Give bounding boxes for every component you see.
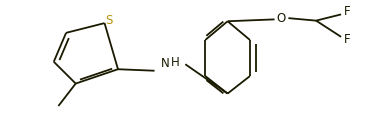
Text: H: H <box>171 56 180 70</box>
Text: F: F <box>344 5 350 18</box>
Text: N: N <box>161 57 169 70</box>
Text: F: F <box>344 33 350 46</box>
Text: S: S <box>105 13 113 26</box>
Text: O: O <box>277 12 286 25</box>
